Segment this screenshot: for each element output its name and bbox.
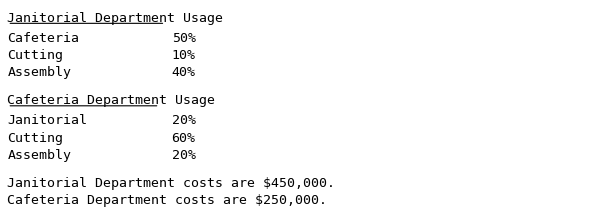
- Text: Janitorial Department costs are $450,000.: Janitorial Department costs are $450,000…: [7, 177, 335, 190]
- Text: Janitorial Department Usage: Janitorial Department Usage: [7, 12, 223, 25]
- Text: Assembly: Assembly: [7, 149, 71, 162]
- Text: Cafeteria: Cafeteria: [7, 32, 79, 45]
- Text: Cutting: Cutting: [7, 131, 64, 145]
- Text: Janitorial: Janitorial: [7, 114, 88, 127]
- Text: 10%: 10%: [172, 49, 196, 62]
- Text: 60%: 60%: [172, 131, 196, 145]
- Text: 50%: 50%: [172, 32, 196, 45]
- Text: Assembly: Assembly: [7, 66, 71, 80]
- Text: Cafeteria Department Usage: Cafeteria Department Usage: [7, 95, 215, 107]
- Text: Cutting: Cutting: [7, 49, 64, 62]
- Text: 40%: 40%: [172, 66, 196, 80]
- Text: 20%: 20%: [172, 114, 196, 127]
- Text: Cafeteria Department costs are $250,000.: Cafeteria Department costs are $250,000.: [7, 194, 328, 207]
- Text: 20%: 20%: [172, 149, 196, 162]
